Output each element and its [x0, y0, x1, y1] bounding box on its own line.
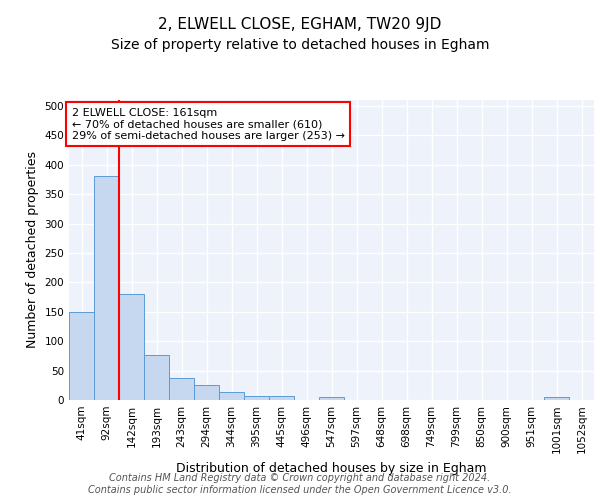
Bar [319, 397, 344, 400]
Text: Contains HM Land Registry data © Crown copyright and database right 2024.
Contai: Contains HM Land Registry data © Crown c… [88, 474, 512, 495]
Bar [544, 397, 569, 400]
Text: Size of property relative to detached houses in Egham: Size of property relative to detached ho… [111, 38, 489, 52]
X-axis label: Distribution of detached houses by size in Egham: Distribution of detached houses by size … [176, 462, 487, 475]
Bar [144, 354, 169, 400]
Text: 2, ELWELL CLOSE, EGHAM, TW20 9JD: 2, ELWELL CLOSE, EGHAM, TW20 9JD [158, 18, 442, 32]
Bar [194, 386, 219, 400]
Y-axis label: Number of detached properties: Number of detached properties [26, 152, 39, 348]
Bar [119, 294, 144, 400]
Text: 2 ELWELL CLOSE: 161sqm
← 70% of detached houses are smaller (610)
29% of semi-de: 2 ELWELL CLOSE: 161sqm ← 70% of detached… [71, 108, 344, 141]
Bar [69, 312, 94, 400]
Bar [244, 396, 269, 400]
Bar [169, 378, 194, 400]
Bar [269, 396, 294, 400]
Bar [219, 392, 244, 400]
Bar [94, 176, 119, 400]
